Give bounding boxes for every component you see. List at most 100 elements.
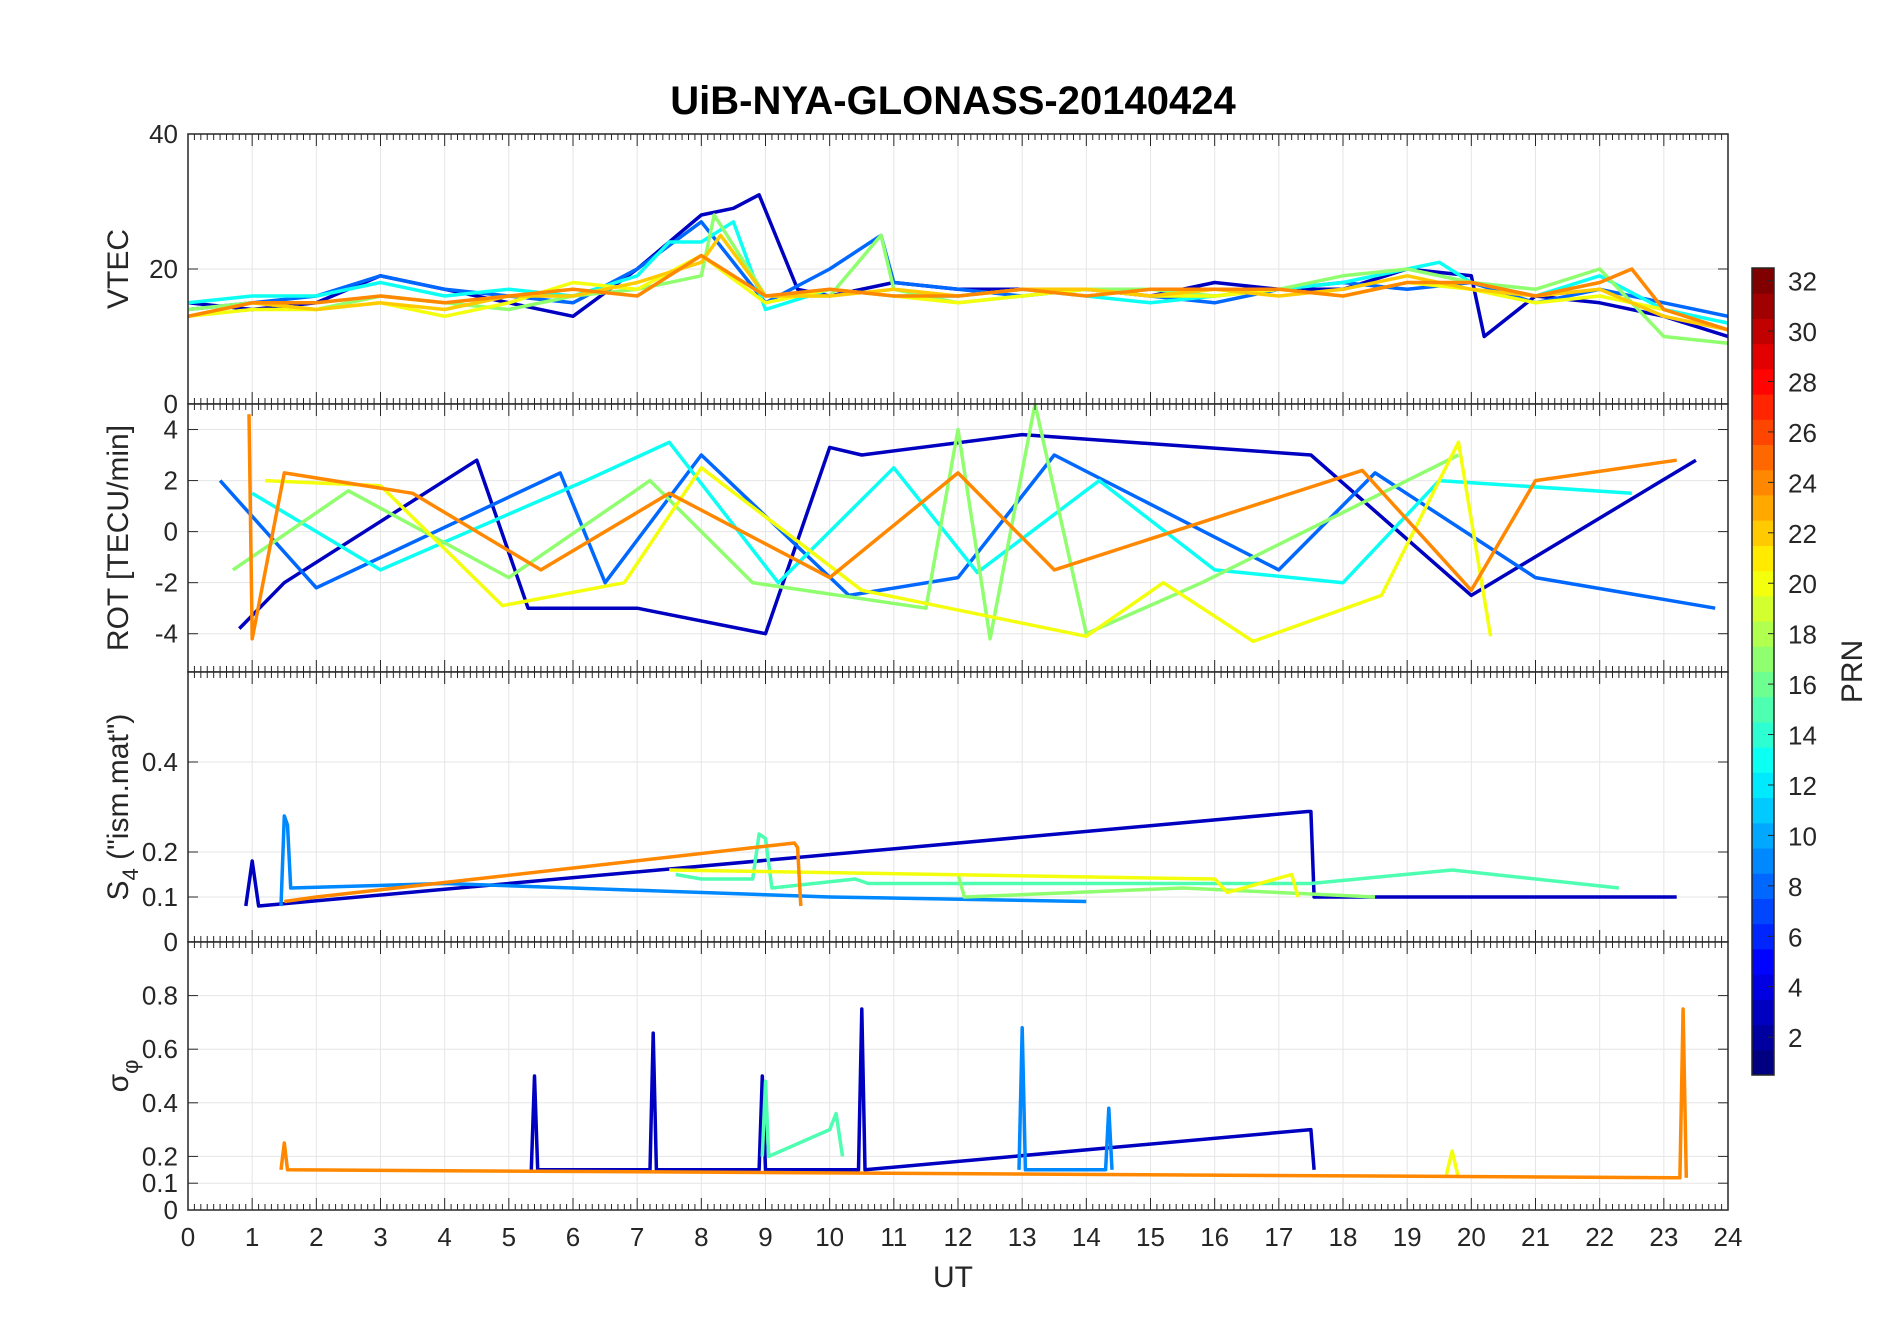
y-axis-label: ROT [TECU/min] xyxy=(102,425,135,651)
series-line-prn-9 xyxy=(1017,1026,1114,1172)
colorbar-swatch xyxy=(1752,368,1774,395)
y-tick-label: 0.4 xyxy=(142,1088,178,1118)
series-group xyxy=(279,1007,1689,1180)
y-axis-label-sub: 4 xyxy=(118,868,143,880)
y-tick-label: 0.8 xyxy=(142,981,178,1011)
x-tick-label: 23 xyxy=(1649,1222,1678,1252)
panel-2: -4 -2 0 2 4 ROT [TECU/min] xyxy=(102,403,1729,673)
series-group xyxy=(188,193,1728,346)
x-tick-label: 13 xyxy=(1008,1222,1037,1252)
colorbar-swatch xyxy=(1752,520,1774,546)
y-tick-label: 0 xyxy=(164,927,178,957)
series-line-prn-9 xyxy=(279,814,1087,907)
colorbar-swatch xyxy=(1752,1049,1774,1076)
colorbar-tick-label: 28 xyxy=(1788,367,1817,397)
y-axis-label: σφ xyxy=(102,1060,143,1093)
colorbar-swatch xyxy=(1752,394,1774,420)
series-line-prn-20 xyxy=(264,440,1493,644)
colorbar-swatch xyxy=(1752,570,1774,597)
x-tick-label: 9 xyxy=(758,1222,772,1252)
y-axis-label-main: S xyxy=(102,880,135,900)
x-tick-label: 12 xyxy=(944,1222,973,1252)
colorbar-swatch xyxy=(1752,469,1774,496)
series-line-prn-24 xyxy=(247,414,1677,641)
series-line-prn-17 xyxy=(956,874,1376,899)
colorbar-swatch xyxy=(1752,721,1774,748)
y-axis-label-rest: ("ism.mat") xyxy=(102,714,135,869)
x-tick-label: 14 xyxy=(1072,1222,1101,1252)
colorbar-tick-label: 8 xyxy=(1788,872,1802,902)
x-tick-label: 20 xyxy=(1457,1222,1486,1252)
colorbar-tick-label: 16 xyxy=(1788,670,1817,700)
y-tick-label: -4 xyxy=(155,619,178,649)
x-tick-label: 7 xyxy=(630,1222,644,1252)
series-line-prn-24 xyxy=(284,841,803,907)
x-tick-label: 19 xyxy=(1393,1222,1422,1252)
series-line-prn-15 xyxy=(760,1079,845,1159)
y-axis-label-sub: φ xyxy=(118,1060,143,1074)
y-tick-label: 0 xyxy=(164,517,178,547)
panel-3: 00.10.20.4S4 ("ism.mat") xyxy=(102,671,1729,957)
series-line-prn-24 xyxy=(279,1007,1689,1180)
colorbar-swatch xyxy=(1752,1024,1774,1051)
x-tick-label: 1 xyxy=(245,1222,259,1252)
y-tick-label: 0.2 xyxy=(142,837,178,867)
colorbar-swatch xyxy=(1752,419,1774,446)
colorbar-swatch xyxy=(1752,343,1774,370)
colorbar-tick-label: 24 xyxy=(1788,468,1817,498)
colorbar-swatch xyxy=(1752,873,1774,899)
series-line-prn-22 xyxy=(188,233,1728,332)
colorbar-frame xyxy=(1751,267,1775,1076)
y-tick-label: 0.4 xyxy=(142,747,178,777)
series-line-prn-20 xyxy=(669,868,1300,898)
colorbar-swatch xyxy=(1752,595,1774,622)
colorbar-tick-label: 32 xyxy=(1788,267,1817,297)
colorbar-swatch xyxy=(1752,772,1774,799)
x-tick-label: 21 xyxy=(1521,1222,1550,1252)
colorbar-tick-label: 26 xyxy=(1788,418,1817,448)
series-group xyxy=(218,404,1716,644)
y-tick-label: 0 xyxy=(164,389,178,419)
x-tick-label: 24 xyxy=(1714,1222,1743,1252)
y-tick-label: 40 xyxy=(149,119,178,149)
colorbar-swatch xyxy=(1752,923,1774,950)
series-line-prn-24 xyxy=(188,253,1728,332)
x-tick-label: 22 xyxy=(1585,1222,1614,1252)
x-tick-label: 8 xyxy=(694,1222,708,1252)
colorbar-swatch xyxy=(1752,268,1774,294)
series-line-prn-20 xyxy=(1443,1149,1461,1179)
series-line-prn-17 xyxy=(231,404,1460,641)
colorbar-swatch xyxy=(1752,948,1774,975)
y-tick-label: 4 xyxy=(164,415,178,445)
y-tick-label: 0.6 xyxy=(142,1034,178,1064)
y-tick-label: 0 xyxy=(164,1195,178,1225)
colorbar-swatch xyxy=(1752,293,1774,319)
series-line-prn-15 xyxy=(675,832,1620,890)
y-axis-label: VTEC xyxy=(102,229,135,309)
colorbar-tick-label: 14 xyxy=(1788,721,1817,751)
series-line-prn-3 xyxy=(244,809,1677,908)
colorbar-swatch xyxy=(1752,621,1774,647)
y-axis-label-main: σ xyxy=(102,1073,135,1092)
colorbar-tick-label: 20 xyxy=(1788,569,1817,599)
x-tick-label: 4 xyxy=(437,1222,451,1252)
x-tick-label: 0 xyxy=(181,1222,195,1252)
x-tick-label: 3 xyxy=(373,1222,387,1252)
colorbar-swatch xyxy=(1752,747,1774,773)
y-tick-label: 2 xyxy=(164,466,178,496)
x-tick-label: 6 xyxy=(566,1222,580,1252)
colorbar-tick-label: 30 xyxy=(1788,317,1817,347)
y-axis-label: S4 ("ism.mat") xyxy=(102,714,143,901)
colorbar-swatch xyxy=(1752,545,1774,572)
x-tick-label: 10 xyxy=(815,1222,844,1252)
colorbar-tick-label: 6 xyxy=(1788,922,1802,952)
colorbar-swatch xyxy=(1752,797,1774,824)
x-tick-label: 15 xyxy=(1136,1222,1165,1252)
colorbar-swatch xyxy=(1752,696,1774,723)
x-tick-label: 2 xyxy=(309,1222,323,1252)
colorbar-swatch xyxy=(1752,444,1774,471)
